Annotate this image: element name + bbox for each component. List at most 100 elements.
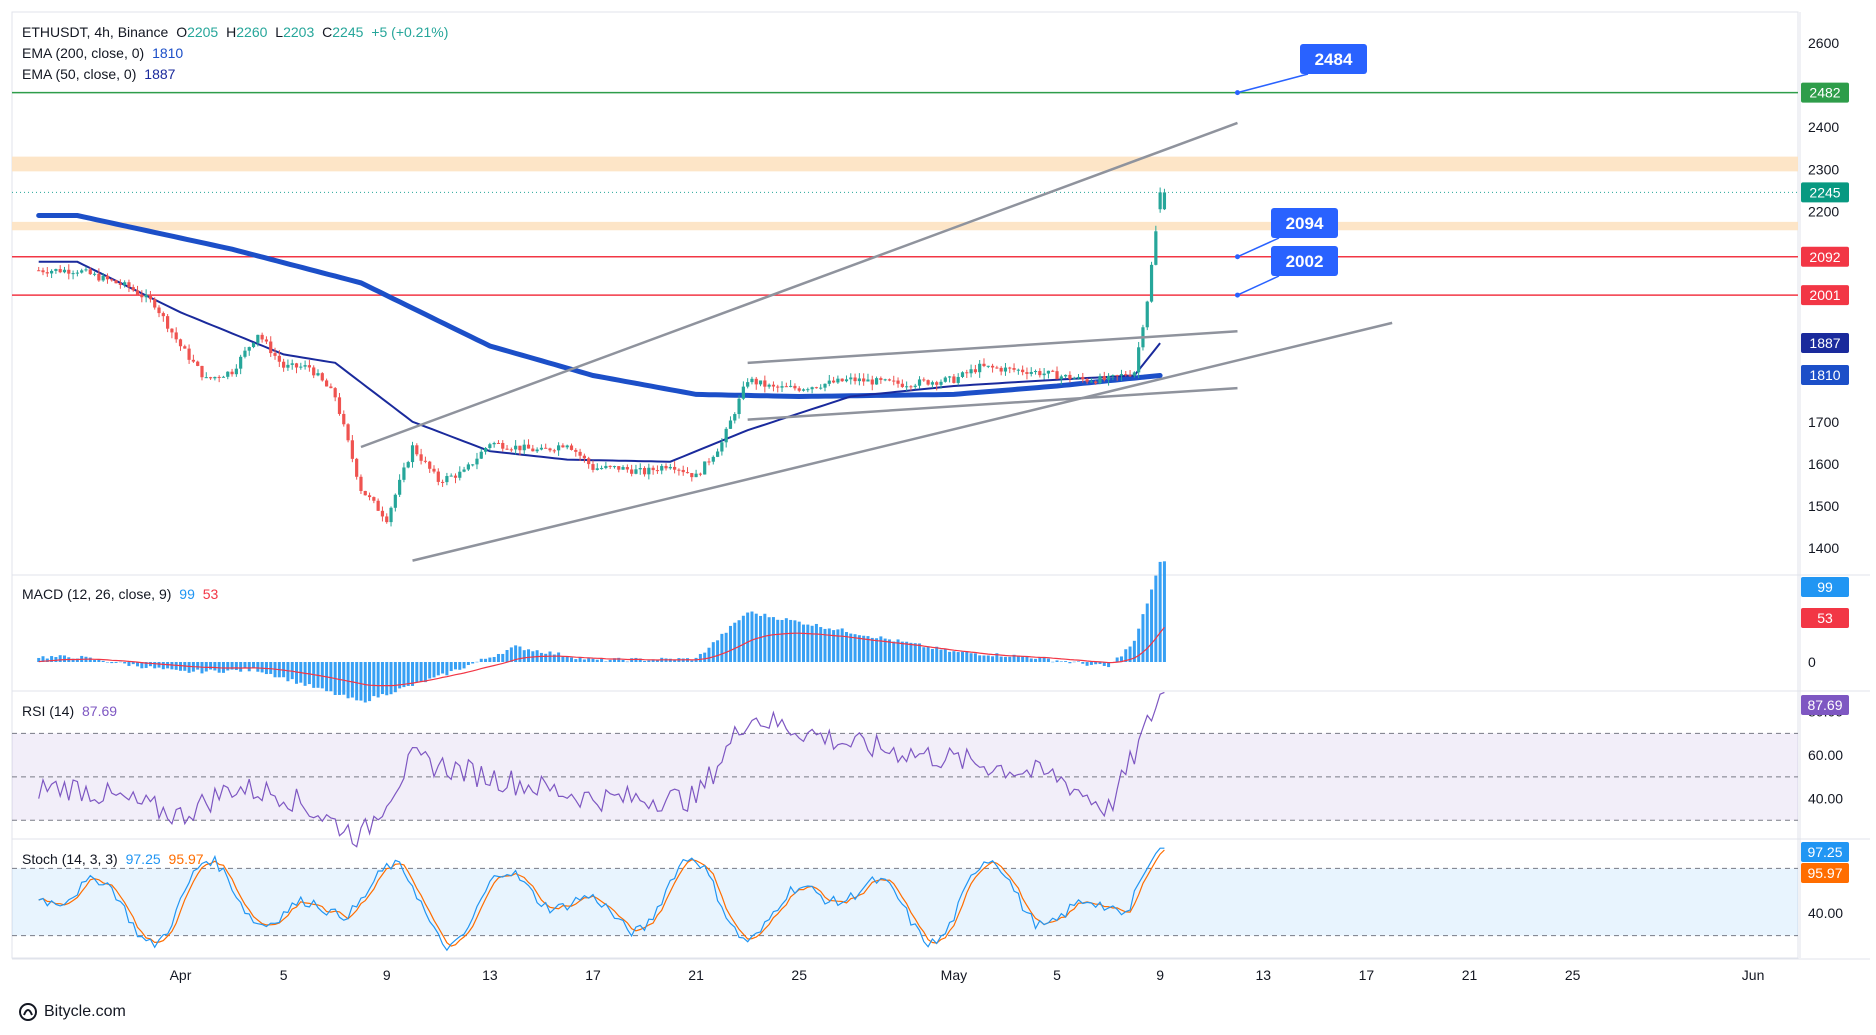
candle-up [737,398,741,415]
macd-histogram-bar [737,620,741,662]
candle-down [1051,370,1055,372]
candle-up [1111,375,1115,377]
macd-histogram-bar [131,662,135,665]
macd-histogram-bar [75,658,79,662]
macd-signal-badge: 53 [1817,610,1833,626]
macd-histogram-bar [952,651,956,662]
candle-down [870,379,874,385]
macd-histogram-bar [827,628,831,662]
last-price-badge: 2245 [1809,184,1840,200]
macd-histogram-bar [544,653,548,662]
candle-down [677,469,681,471]
candle-up [251,342,256,348]
candle-up [621,467,625,470]
macd-histogram-bar [892,641,896,662]
macd-histogram-bar [527,649,531,662]
candle-down [372,497,376,501]
candle-down [630,469,634,474]
macd-histogram-bar [986,655,990,662]
candle-down [453,475,458,478]
rsi-value-badge-bg [1801,695,1849,715]
macd-histogram-bar [243,662,247,669]
candle-down [127,282,131,288]
candle-down [423,460,428,462]
stoch-d-value: 95.97 [168,851,204,867]
candle-down [526,444,531,449]
candle-down [264,339,269,342]
candle-up [733,414,737,421]
macd-histogram-bar [905,641,909,662]
macd-histogram-bar [479,658,483,662]
candle-up [290,363,294,365]
time-tick-label: 21 [688,967,704,983]
rsi-tick-label: 60.00 [1808,747,1843,763]
macd-histogram-bar [733,622,737,662]
macd-histogram-bar [832,630,836,662]
macd-histogram-bar [453,662,457,670]
candle-down [973,369,977,373]
candle-down [1115,375,1119,377]
time-tick-label: 17 [585,967,601,983]
macd-histogram-bar [204,662,208,672]
candle-up [471,464,475,466]
candle-up [398,479,402,495]
candle-down [350,440,354,459]
macd-histogram-bar [724,632,728,662]
callout-box-2002[interactable] [1271,246,1338,276]
candle-down [690,473,694,478]
open-value: 2205 [187,24,219,40]
candle-up [801,389,806,391]
candle-up [1072,378,1076,380]
macd-histogram-bar [750,611,754,662]
macd-histogram-bar [290,662,294,680]
macd-histogram-bar [578,657,582,662]
candle-down [797,388,801,391]
candle-down [440,481,445,483]
candle-down [922,379,926,381]
candle-up [612,466,617,468]
candle-up [1158,192,1162,210]
macd-histogram-bar [1145,603,1149,662]
macd-histogram-bar [398,662,402,689]
macd-histogram-bar [1059,661,1063,662]
candle-down [178,339,183,347]
footer-brand[interactable]: Bitycle.com [18,1002,126,1022]
candle-down [651,467,655,471]
callout-box-2484[interactable] [1300,44,1367,74]
candle-down [428,461,432,469]
candle-down [771,384,776,387]
macd-histogram-bar [492,656,496,662]
macd-histogram-bar [355,662,359,701]
macd-histogram-bar [595,659,599,662]
macd-histogram-bar [230,662,234,670]
callout-anchor-2002 [1234,292,1240,298]
macd-histogram-bar [866,636,870,662]
macd-histogram-bar [1068,662,1072,664]
macd-histogram-bar [982,655,986,662]
candle-up [715,451,720,457]
time-tick-label: Apr [170,967,192,983]
candle-down [1085,379,1089,382]
stoch-d-line [38,849,1165,947]
candle-up [948,376,952,378]
macd-histogram-bar [488,657,492,662]
candle-down [501,442,505,449]
macd-histogram-bar [995,653,999,662]
macd-histogram-bar [862,635,866,662]
macd-histogram-bar [561,656,565,662]
macd-histogram-bar [1046,658,1050,662]
macd-histogram-bar [1077,661,1081,662]
macd-histogram-bar [432,662,436,678]
candle-down [41,270,45,273]
candle-down [367,495,372,498]
macd-histogram-bar [393,662,397,693]
macd-histogram-bar [1072,661,1076,663]
candle-up [62,269,67,273]
high-value: 2260 [236,24,268,40]
macd-histogram-bar [1003,656,1007,662]
candle-down [642,468,647,475]
callout-box-2094[interactable] [1271,208,1338,238]
macd-histogram-bar [840,628,844,662]
